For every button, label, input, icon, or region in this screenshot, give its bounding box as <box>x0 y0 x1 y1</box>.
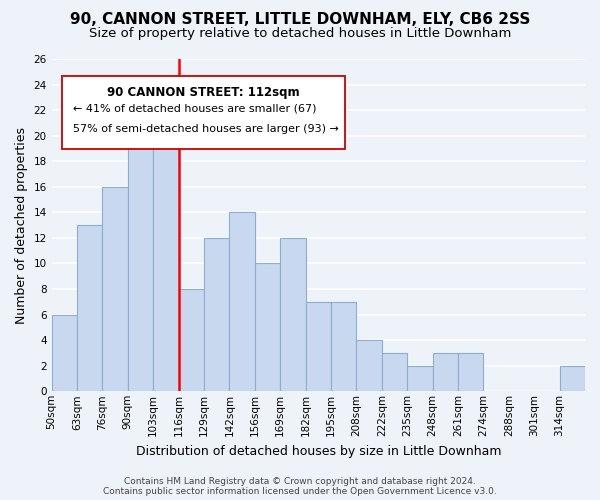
Bar <box>305 302 331 392</box>
Bar <box>560 366 585 392</box>
Text: Contains HM Land Registry data © Crown copyright and database right 2024.: Contains HM Land Registry data © Crown c… <box>124 477 476 486</box>
Bar <box>179 289 204 392</box>
Text: ← 41% of detached houses are smaller (67): ← 41% of detached houses are smaller (67… <box>73 104 317 114</box>
Text: 57% of semi-detached houses are larger (93) →: 57% of semi-detached houses are larger (… <box>73 124 339 134</box>
Bar <box>77 225 103 392</box>
Bar <box>458 353 484 392</box>
Bar <box>356 340 382 392</box>
Bar <box>331 302 356 392</box>
Bar <box>204 238 229 392</box>
X-axis label: Distribution of detached houses by size in Little Downham: Distribution of detached houses by size … <box>136 444 501 458</box>
Bar <box>433 353 458 392</box>
Bar <box>382 353 407 392</box>
Text: 90 CANNON STREET: 112sqm: 90 CANNON STREET: 112sqm <box>107 86 300 98</box>
Text: Contains public sector information licensed under the Open Government Licence v3: Contains public sector information licen… <box>103 487 497 496</box>
Bar <box>52 314 77 392</box>
Bar <box>280 238 305 392</box>
Bar <box>407 366 433 392</box>
Bar <box>229 212 255 392</box>
Bar <box>103 187 128 392</box>
Text: 90, CANNON STREET, LITTLE DOWNHAM, ELY, CB6 2SS: 90, CANNON STREET, LITTLE DOWNHAM, ELY, … <box>70 12 530 28</box>
Y-axis label: Number of detached properties: Number of detached properties <box>15 126 28 324</box>
Bar <box>128 123 153 392</box>
FancyBboxPatch shape <box>62 76 345 148</box>
Bar <box>153 110 179 392</box>
Bar <box>255 264 280 392</box>
Text: Size of property relative to detached houses in Little Downham: Size of property relative to detached ho… <box>89 28 511 40</box>
